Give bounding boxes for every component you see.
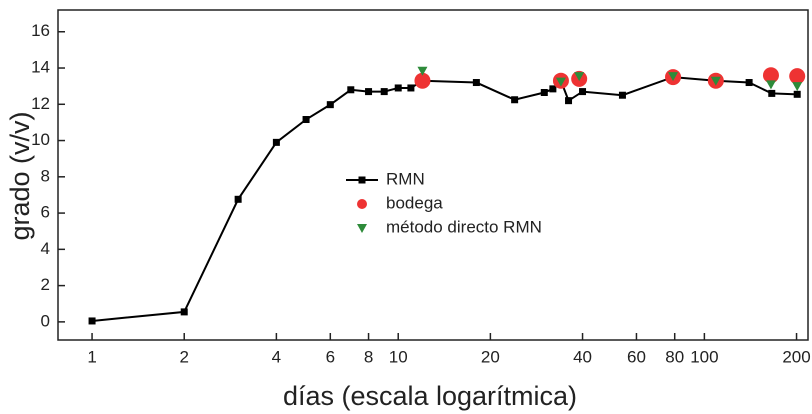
y-tick-label: 2 <box>41 275 50 294</box>
x-tick-label: 100 <box>690 347 718 366</box>
y-tick-label: 10 <box>31 130 50 149</box>
rmn-line <box>91 76 798 322</box>
legend-label: método directo RMN <box>386 217 542 236</box>
x-tick-label: 2 <box>179 347 188 366</box>
triangle-point <box>765 80 776 90</box>
square-point <box>380 88 388 96</box>
y-tick-label: 8 <box>41 166 50 185</box>
x-tick-label: 200 <box>782 347 810 366</box>
square-point <box>365 88 373 96</box>
square-point <box>745 79 753 87</box>
x-tick-label: 40 <box>573 347 592 366</box>
square-point <box>511 96 519 104</box>
plot-frame <box>57 9 809 341</box>
y-tick-label: 4 <box>41 239 50 258</box>
square-point <box>793 90 801 98</box>
triangle-point <box>710 76 721 86</box>
triangle-point <box>555 77 566 87</box>
square-point <box>88 317 96 325</box>
legend-marker <box>358 176 366 184</box>
square-point <box>540 89 548 96</box>
circle-point <box>789 68 806 85</box>
square-point <box>234 195 242 203</box>
x-tick-label: 20 <box>481 347 500 366</box>
square-point <box>768 89 776 97</box>
x-tick-label: 60 <box>627 347 646 366</box>
y-axis-title: grado (v/v) <box>5 111 35 240</box>
legend-label: RMN <box>386 169 425 188</box>
square-point <box>565 97 573 105</box>
x-tick-label: 80 <box>665 347 684 366</box>
x-axis-title: días (escala logarítmica) <box>283 381 577 411</box>
y-tick-label: 0 <box>41 311 50 330</box>
triangle-point <box>417 66 428 76</box>
x-tick-label: 1 <box>87 347 96 366</box>
square-point <box>618 91 626 99</box>
square-point <box>272 138 280 146</box>
triangle-point <box>668 72 679 82</box>
square-point <box>394 84 402 92</box>
square-point <box>347 86 355 94</box>
x-tick-label: 10 <box>389 347 408 366</box>
square-point <box>579 88 587 96</box>
triangle-point <box>792 82 803 92</box>
legend-label: bodega <box>386 193 443 212</box>
square-point <box>180 308 188 316</box>
legend-marker <box>357 224 367 233</box>
circle-point <box>414 72 431 89</box>
square-point <box>326 101 334 109</box>
triangle-point <box>574 72 585 82</box>
square-point <box>302 116 310 124</box>
y-tick-label: 16 <box>31 21 50 40</box>
square-point <box>407 84 415 92</box>
x-tick-label: 8 <box>364 347 373 366</box>
x-tick-label: 6 <box>326 347 335 366</box>
legend-marker <box>357 199 367 209</box>
square-point <box>549 85 557 93</box>
square-point <box>472 79 480 87</box>
x-tick-label: 4 <box>272 347 281 366</box>
y-tick-label: 12 <box>31 94 50 113</box>
y-tick-label: 6 <box>41 203 50 222</box>
y-tick-label: 14 <box>31 58 50 77</box>
circle-point <box>762 67 779 84</box>
